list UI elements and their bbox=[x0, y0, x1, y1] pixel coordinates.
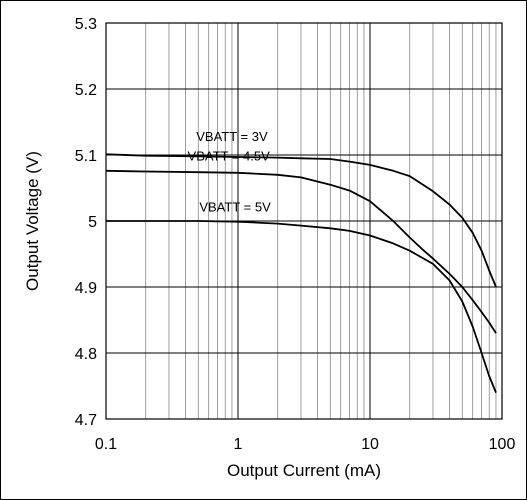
plot-frame bbox=[105, 22, 503, 420]
x-tick-label: 10 bbox=[361, 436, 379, 453]
y-tick-label: 5.1 bbox=[75, 148, 97, 165]
series-annotation-label: VBATT = 3V bbox=[196, 129, 268, 144]
y-tick-labels: 4.7 4.8 4.9 5 5.1 5.2 5.3 bbox=[75, 16, 97, 429]
series-annotation-label: VBATT = 4.5V bbox=[188, 149, 271, 164]
series-line-1 bbox=[105, 153, 497, 288]
series-lines bbox=[105, 153, 497, 393]
x-axis-title: Output Current (mA) bbox=[227, 461, 381, 480]
series-line-2 bbox=[105, 169, 497, 334]
y-tick-label: 4.8 bbox=[75, 346, 97, 363]
y-tick-label: 4.9 bbox=[75, 280, 97, 297]
series-annotations: VBATT = 3V VBATT = 4.5V VBATT = 5V bbox=[188, 129, 272, 215]
y-tick-label: 5.3 bbox=[75, 16, 97, 33]
series-annotation-label: VBATT = 5V bbox=[199, 200, 271, 215]
x-tick-label: 1 bbox=[234, 436, 243, 453]
x-tick-labels: 0.1 1 10 100 bbox=[95, 436, 516, 453]
series-line-3 bbox=[106, 220, 497, 393]
y-axis-title: Output Voltage (V) bbox=[23, 151, 42, 291]
y-tick-label: 4.7 bbox=[75, 412, 97, 429]
x-tick-label: 100 bbox=[489, 436, 516, 453]
x-tick-label: 0.1 bbox=[95, 436, 117, 453]
y-tick-label: 5 bbox=[88, 214, 97, 231]
y-tick-label: 5.2 bbox=[75, 82, 97, 99]
